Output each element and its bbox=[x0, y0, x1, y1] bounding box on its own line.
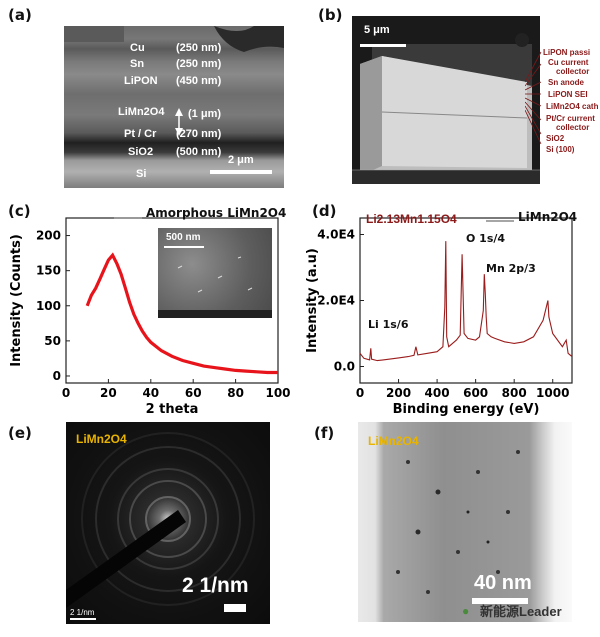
composition-label: Li2.13Mn1.15O4 bbox=[366, 212, 457, 226]
y-tick-label: 0 bbox=[53, 369, 61, 383]
panel-e-label: (e) bbox=[8, 424, 32, 442]
label-lipon-sei: LiPON SEI bbox=[548, 90, 588, 99]
layer-sio2-thickness: (500 nm) bbox=[176, 146, 222, 158]
x-tick-label: 0 bbox=[62, 386, 70, 400]
y-tick-label: 4.0E4 bbox=[317, 228, 355, 242]
panel-e-material: LiMn2O4 bbox=[76, 432, 127, 446]
y-tick-label: 0.0 bbox=[334, 360, 355, 374]
x-tick-label: 200 bbox=[386, 386, 411, 400]
x-tick-label: 80 bbox=[227, 386, 244, 400]
layer-lipon-name: LiPON bbox=[124, 75, 158, 87]
layer-cu-name: Cu bbox=[130, 42, 145, 54]
panel-b-scale-label: 5 μm bbox=[364, 24, 390, 36]
y-tick-label: 50 bbox=[44, 334, 61, 348]
layer-lipon-thickness: (450 nm) bbox=[176, 75, 222, 87]
hrtem-speckle bbox=[396, 450, 528, 604]
panel-b-label: (b) bbox=[318, 6, 343, 24]
panel-f-label: (f) bbox=[314, 424, 335, 442]
layer-si-name: Si bbox=[136, 168, 147, 180]
x-tick-label: 800 bbox=[502, 386, 527, 400]
panel-e-scale-label: 2 1/nm bbox=[182, 574, 249, 597]
x-tick-label: 600 bbox=[463, 386, 488, 400]
sem-overlay bbox=[352, 33, 540, 184]
annotation-li1s: Li 1s/6 bbox=[368, 318, 409, 331]
layer-sio2-name: SiO2 bbox=[128, 146, 154, 158]
panel-c-label: (c) bbox=[8, 202, 31, 220]
xps-chart: 0 200 400 600 800 1000 0.0 2.0E4 4.0E4 Binding en… bbox=[305, 217, 573, 417]
tem-cross-section-image: Cu (250 nm) Sn (250 nm) LiPON (450 nm) L… bbox=[64, 26, 284, 188]
plot-frame bbox=[65, 217, 279, 384]
saed-rings bbox=[66, 432, 255, 620]
xrd-chart: 0 20 40 60 80 100 0 50 100 150 200 2 theta Intensity… bbox=[9, 217, 291, 417]
sem-inset-image: 500 nm bbox=[158, 228, 272, 318]
layer-sn-thickness: (250 nm) bbox=[176, 58, 222, 70]
label-cu-collector: collector bbox=[556, 67, 590, 76]
label-cu-current: Cu current bbox=[548, 58, 589, 67]
layer-ptcr-name: Pt / Cr bbox=[124, 128, 157, 140]
label-limn2o4-cathode: LiMn2O4 cath bbox=[546, 102, 599, 111]
x-tick-label: 0 bbox=[356, 386, 364, 400]
tem-overlay bbox=[64, 26, 284, 174]
label-sio2: SiO2 bbox=[546, 134, 565, 143]
x-axis-label: Binding energy (eV) bbox=[393, 402, 540, 417]
x-tick-label: 60 bbox=[185, 386, 202, 400]
label-ptcr-current: Pt/Cr current bbox=[546, 114, 595, 123]
legend-c-label: Amorphous LiMn2O4 bbox=[146, 206, 287, 220]
wechat-watermark: 新能源Leader bbox=[480, 604, 562, 619]
y-tick-label: 200 bbox=[36, 229, 61, 243]
saed-pattern-image: LiMn2O4 2 1/nm 2 1/nm bbox=[66, 422, 270, 624]
layer-ptcr-thickness: (270 nm) bbox=[176, 128, 222, 140]
x-tick-label: 400 bbox=[425, 386, 450, 400]
layer-sn-name: Sn bbox=[130, 58, 145, 70]
label-ptcr-collector: collector bbox=[556, 123, 590, 132]
panel-e-small-scale: 2 1/nm bbox=[70, 608, 95, 617]
label-lipon-passivation: LiPON passi bbox=[543, 48, 591, 57]
series-line bbox=[85, 252, 278, 375]
legend-d-label: LiMn2O4 bbox=[518, 210, 578, 224]
sem-inset-overlay bbox=[158, 246, 272, 318]
y-axis-label: Intensity (Counts) bbox=[9, 234, 24, 367]
y-axis-label: Intensity (a.u) bbox=[305, 248, 320, 353]
layer-cu-thickness: (250 nm) bbox=[176, 42, 222, 54]
label-sn-anode: Sn anode bbox=[548, 78, 585, 87]
panel-f-material: LiMn2O4 bbox=[368, 434, 419, 448]
panel-a-label: (a) bbox=[8, 6, 32, 24]
wechat-watermark-icon: ● bbox=[462, 604, 470, 618]
y-tick-label: 150 bbox=[36, 264, 61, 278]
x-tick-label: 20 bbox=[100, 386, 117, 400]
y-tick-label: 2.0E4 bbox=[317, 294, 355, 308]
inset-scale-label: 500 nm bbox=[166, 232, 201, 243]
hrtem-image: LiMn2O4 40 nm bbox=[358, 422, 572, 622]
x-axis-label: 2 theta bbox=[146, 402, 199, 417]
layer-limn2o4-name: LiMn2O4 bbox=[118, 106, 165, 118]
y-tick-label: 100 bbox=[36, 299, 61, 313]
x-tick-label: 100 bbox=[265, 386, 290, 400]
legend-d-line bbox=[486, 220, 514, 222]
annotation-mn2p: Mn 2p/3 bbox=[486, 262, 536, 275]
series-line bbox=[359, 241, 573, 362]
layer-limn2o4-thickness: (1 μm) bbox=[188, 108, 222, 120]
panel-d-label: (d) bbox=[312, 202, 337, 220]
annotation-o1s: O 1s/4 bbox=[466, 232, 506, 245]
panel-a-scale-label: 2 μm bbox=[228, 154, 254, 166]
x-tick-label: 40 bbox=[142, 386, 159, 400]
x-tick-label: 1000 bbox=[536, 386, 569, 400]
panel-f-scale-label: 40 nm bbox=[474, 572, 532, 594]
panel-b-leader-lines bbox=[525, 51, 542, 145]
legend-c-line bbox=[114, 217, 142, 219]
sem-battery-image: 5 μm bbox=[352, 16, 540, 184]
label-si100: Si (100) bbox=[546, 145, 575, 154]
